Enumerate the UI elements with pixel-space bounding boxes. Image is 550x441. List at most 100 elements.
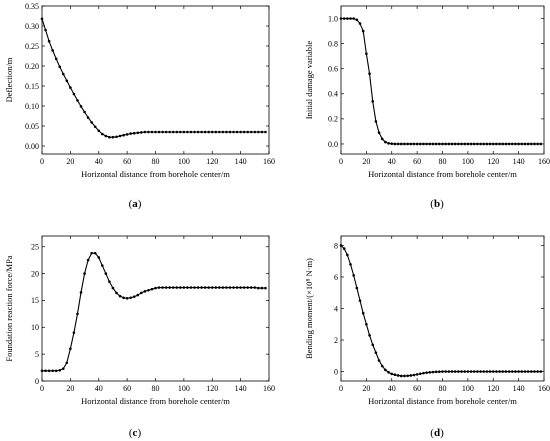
y-tick-label: 0.0: [328, 140, 338, 149]
y-axis-title: Initial damage variable: [304, 41, 314, 120]
data-point: [108, 280, 111, 283]
data-point: [125, 133, 129, 136]
y-tick-label: 0.2: [328, 115, 338, 124]
x-axis-title: Horizontal distance from borehole center…: [81, 396, 230, 406]
data-point: [182, 286, 186, 289]
data-point: [418, 142, 422, 146]
data-point: [485, 370, 489, 373]
x-tick-label: 20: [362, 384, 370, 393]
data-point: [136, 131, 140, 135]
x-tick-label: 60: [413, 157, 421, 166]
data-point: [380, 137, 384, 141]
data-point: [507, 370, 511, 373]
data-point: [129, 296, 132, 300]
x-tick-label: 0: [339, 384, 343, 393]
data-point: [431, 370, 435, 374]
data-point: [122, 296, 125, 300]
data-point: [358, 299, 362, 302]
data-point: [339, 244, 343, 247]
x-tick-label: 100: [178, 384, 190, 393]
data-point: [108, 135, 111, 139]
x-tick-label: 60: [413, 384, 421, 393]
data-point: [72, 92, 76, 96]
series-line: [42, 252, 266, 372]
data-point: [539, 370, 543, 373]
data-point: [406, 142, 409, 146]
data-point: [218, 130, 221, 134]
data-point: [412, 142, 416, 146]
data-point: [371, 100, 375, 103]
data-point: [221, 130, 225, 134]
data-point: [418, 372, 422, 376]
data-point: [520, 370, 524, 373]
data-point: [355, 18, 359, 22]
data-point: [175, 286, 179, 289]
data-point: [491, 142, 495, 146]
y-tick-label: 10: [31, 323, 39, 332]
data-point: [51, 369, 54, 373]
data-point: [232, 130, 235, 134]
data-point: [207, 286, 211, 289]
data-point: [249, 286, 253, 289]
x-tick-label: 40: [388, 157, 396, 166]
data-point: [501, 370, 505, 373]
y-tick-label: 0.6: [328, 65, 338, 74]
y-tick-label: 0.30: [25, 22, 39, 31]
data-point: [514, 142, 517, 146]
y-tick-label: 0.15: [25, 82, 39, 91]
data-point: [175, 130, 179, 134]
data-point: [83, 272, 86, 275]
data-point: [447, 142, 451, 146]
data-point: [235, 286, 239, 289]
data-point: [377, 131, 381, 134]
data-point: [203, 130, 207, 134]
data-point: [339, 17, 343, 20]
data-point: [434, 370, 438, 374]
data-point: [69, 347, 72, 351]
data-point: [168, 286, 171, 289]
data-point: [61, 367, 65, 370]
data-point: [514, 370, 517, 373]
x-tick-label: 0: [40, 384, 44, 393]
y-tick-label: 1.0: [328, 14, 338, 23]
data-point: [97, 129, 101, 133]
data-point: [200, 130, 203, 134]
data-point: [90, 121, 93, 124]
series-line: [41, 18, 266, 138]
data-point: [122, 133, 125, 137]
data-point: [346, 253, 349, 257]
data-point: [539, 142, 543, 146]
data-point: [186, 130, 189, 134]
data-point: [453, 142, 457, 146]
data-point: [150, 287, 154, 291]
data-point: [65, 361, 69, 365]
data-point: [403, 142, 406, 146]
data-point: [498, 370, 501, 373]
data-point: [536, 370, 539, 373]
data-point: [100, 132, 104, 136]
data-point: [352, 274, 355, 277]
data-point: [396, 374, 400, 377]
plot-frame: [340, 235, 545, 382]
data-point: [476, 142, 479, 146]
data-point: [97, 256, 101, 259]
data-point: [168, 130, 171, 134]
data-point: [214, 130, 218, 134]
data-point: [491, 370, 495, 373]
data-point: [239, 286, 242, 289]
data-point: [196, 286, 200, 289]
x-tick-label: 80: [152, 157, 160, 166]
data-point: [526, 370, 530, 373]
data-point: [488, 370, 492, 373]
data-point: [523, 142, 527, 146]
x-tick-label: 120: [487, 157, 499, 166]
data-point: [79, 291, 83, 294]
data-point: [399, 374, 403, 378]
data-point: [510, 370, 514, 373]
x-tick-label: 20: [362, 157, 370, 166]
data-point: [189, 130, 193, 134]
data-point: [90, 251, 93, 255]
data-point: [403, 374, 406, 378]
data-point: [393, 142, 397, 146]
plot-frame: [41, 235, 270, 382]
